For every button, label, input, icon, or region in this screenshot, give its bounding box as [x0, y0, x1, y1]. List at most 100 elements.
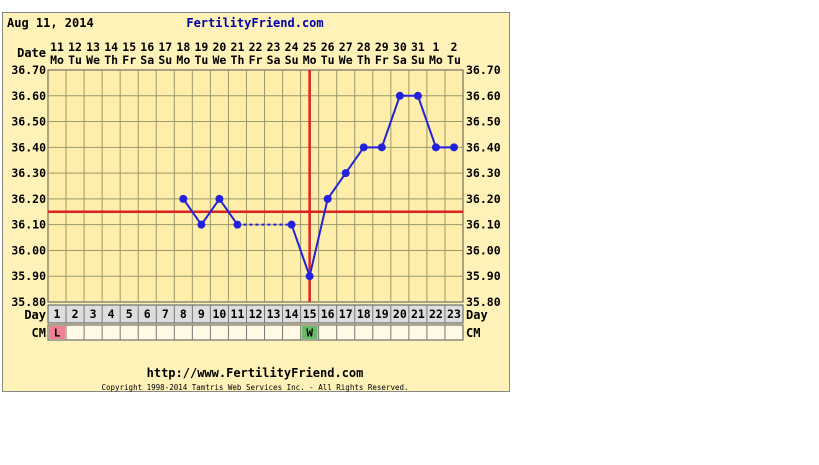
temperature-line-segment	[380, 95, 401, 148]
day-number-label: 18	[357, 307, 371, 321]
date-label: 21	[231, 40, 245, 54]
date-label: 25	[303, 40, 317, 54]
weekday-label: Su	[285, 53, 299, 67]
weekday-label: We	[339, 53, 353, 67]
day-number-label: 21	[411, 307, 425, 321]
day-row-label-right: Day	[466, 308, 488, 322]
day-number-label: 17	[339, 307, 353, 321]
weekday-label: Th	[357, 53, 371, 67]
temperature-point	[305, 272, 314, 281]
date-label: 13	[86, 40, 100, 54]
date-label: 27	[339, 40, 353, 54]
weekday-label: Fr	[375, 53, 389, 67]
weekday-label: Sa	[140, 53, 154, 67]
y-tick-label-left: 36.60	[11, 89, 46, 103]
date-label: 20	[212, 40, 226, 54]
temperature-line-segment	[308, 198, 329, 277]
temperature-line-segment	[290, 224, 311, 277]
date-label: 11	[50, 40, 64, 54]
date-label: 16	[140, 40, 154, 54]
plot-area	[47, 69, 464, 303]
site-title: FertilityFriend.com	[186, 16, 323, 30]
date-label: 18	[176, 40, 190, 54]
day-number-label: 2	[72, 307, 79, 321]
y-tick-label-right: 36.30	[466, 166, 501, 180]
y-tick-label-left: 36.30	[11, 166, 46, 180]
temperature-point	[413, 91, 422, 100]
date-label: 17	[158, 40, 172, 54]
weekday-label: Su	[411, 53, 425, 67]
day-number-label: 8	[180, 307, 187, 321]
weekday-label: We	[86, 53, 100, 67]
cm-cell-W	[301, 326, 318, 339]
y-tick-label-right: 36.40	[466, 140, 501, 154]
temperature-point	[359, 143, 368, 152]
day-number-label: 11	[231, 307, 245, 321]
date-label: 22	[249, 40, 263, 54]
y-tick-label-left: 35.90	[11, 269, 46, 283]
day-number-label: 1	[54, 307, 61, 321]
weekday-label: Th	[231, 53, 245, 67]
day-number-label: 13	[267, 307, 281, 321]
date-label: 24	[285, 40, 299, 54]
temperature-point	[197, 220, 206, 229]
date-label: 23	[267, 40, 281, 54]
y-tick-label-left: 36.70	[11, 63, 46, 77]
weekday-label: Tu	[321, 53, 335, 67]
footer-copyright: Copyright 1998-2014 Tamtris Web Services…	[101, 383, 408, 392]
date-label: 30	[393, 40, 407, 54]
temperature-point	[233, 220, 242, 229]
weekday-label: Tu	[68, 53, 82, 67]
day-number-label: 22	[429, 307, 443, 321]
temperature-point	[179, 194, 188, 203]
temperature-point	[323, 194, 332, 203]
day-number-label: 5	[126, 307, 133, 321]
cm-code-label: W	[306, 327, 313, 340]
temperature-line-segment	[200, 198, 221, 226]
y-tick-label-left: 36.40	[11, 140, 46, 154]
day-row-label: Day	[24, 308, 46, 322]
y-tick-label-left: 35.80	[11, 295, 46, 309]
weekday-label: Mo	[429, 53, 443, 67]
temperature-point	[449, 143, 458, 152]
date-label: 14	[104, 40, 118, 54]
y-tick-label-left: 36.00	[11, 243, 46, 257]
date-label: 15	[122, 40, 136, 54]
y-tick-label-right: 36.10	[466, 218, 501, 232]
y-tick-label-right: 36.00	[466, 243, 501, 257]
temperature-point	[431, 143, 440, 152]
temperature-line-segment	[344, 146, 365, 174]
day-number-label: 9	[198, 307, 205, 321]
date-label: 26	[321, 40, 335, 54]
temperature-line-segment	[218, 198, 239, 226]
temperature-series-layer	[179, 91, 458, 281]
cm-row-background	[47, 324, 464, 341]
day-number-label: 23	[447, 307, 461, 321]
day-number-label: 10	[212, 307, 226, 321]
weekday-label: Fr	[249, 53, 263, 67]
day-number-label: 19	[375, 307, 389, 321]
chart-date: Aug 11, 2014	[7, 16, 94, 30]
temperature-point	[341, 169, 350, 178]
weekday-label: Sa	[267, 53, 281, 67]
temperature-line-segment	[416, 95, 437, 148]
day-number-label: 3	[90, 307, 97, 321]
cm-row-label: CM	[32, 326, 46, 340]
marker-layer	[48, 70, 463, 302]
weekday-label: Mo	[50, 53, 64, 67]
y-tick-label-left: 36.10	[11, 218, 46, 232]
day-number-label: 15	[303, 307, 317, 321]
y-tick-label-right: 35.90	[466, 269, 501, 283]
weekday-label: Sa	[393, 53, 407, 67]
y-tick-label-left: 36.50	[11, 115, 46, 129]
temperature-point	[377, 143, 386, 152]
cm-cell-L	[49, 326, 66, 339]
weekday-label: Fr	[122, 53, 136, 67]
day-number-label: 16	[321, 307, 335, 321]
date-label: 29	[375, 40, 389, 54]
day-row-background	[47, 304, 464, 324]
day-number-label: 6	[144, 307, 151, 321]
